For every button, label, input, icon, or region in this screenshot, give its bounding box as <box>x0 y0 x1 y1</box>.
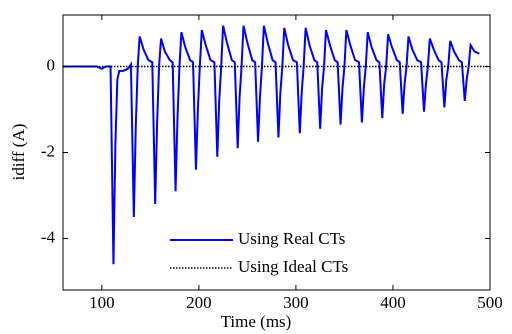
x-tick-label: 300 <box>283 293 309 312</box>
y-tick-label: -2 <box>41 141 55 160</box>
y-tick-label: -4 <box>41 227 56 246</box>
x-tick-label: 100 <box>89 293 115 312</box>
series-line <box>63 25 480 265</box>
x-tick-label: 500 <box>477 293 503 312</box>
x-axis-label: Time (ms) <box>221 312 292 331</box>
x-tick-label: 200 <box>186 293 212 312</box>
legend-label: Using Ideal CTs <box>238 257 348 276</box>
legend-label: Using Real CTs <box>238 229 345 248</box>
x-tick-label: 400 <box>380 293 406 312</box>
y-axis-label: idiff (A) <box>9 124 28 181</box>
y-tick-label: 0 <box>47 55 56 74</box>
legend-box <box>165 226 405 282</box>
